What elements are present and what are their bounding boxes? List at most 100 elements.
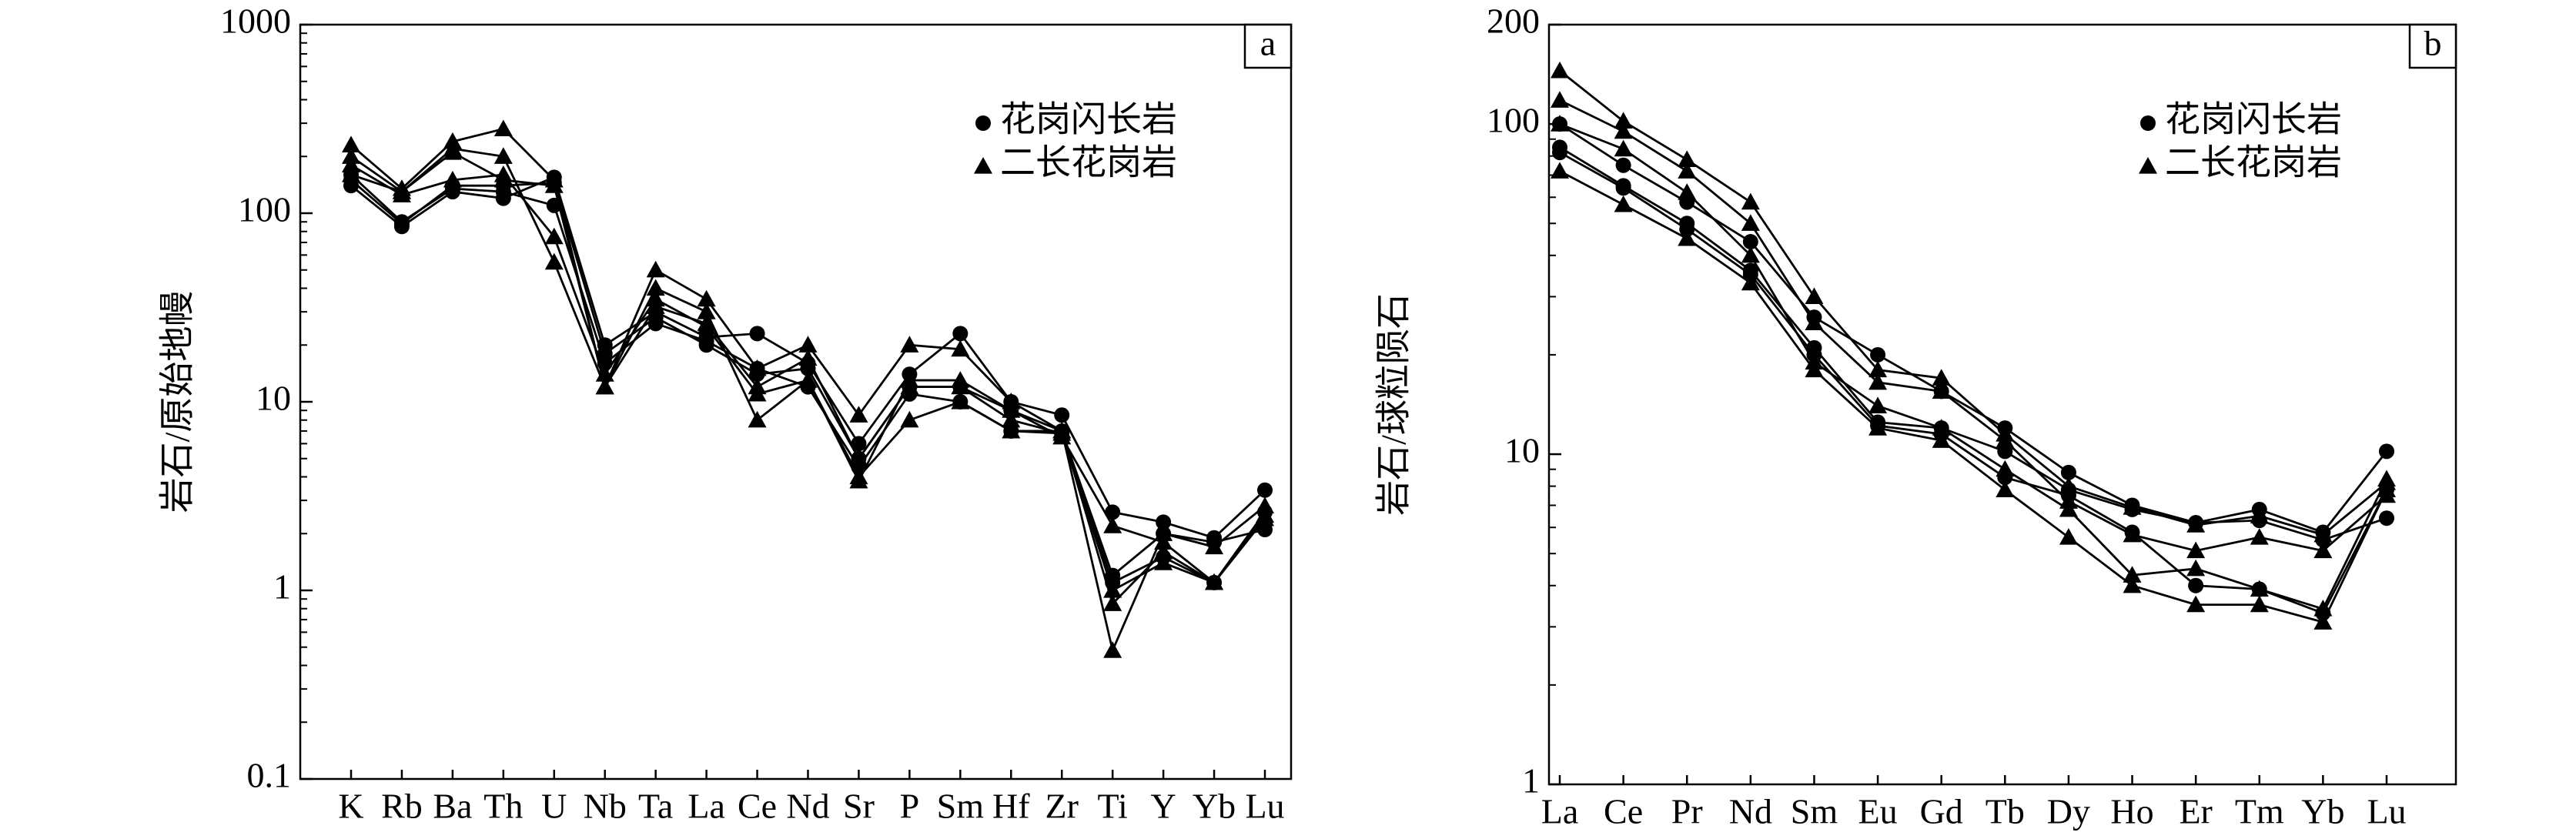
point — [493, 119, 513, 137]
point — [1103, 581, 1122, 598]
point — [798, 349, 818, 366]
point — [2140, 115, 2156, 131]
x-tick-label: Ce — [738, 787, 777, 826]
x-tick-label: Nb — [584, 787, 627, 826]
y-tick-label: 10 — [256, 379, 291, 418]
point — [493, 147, 513, 164]
legend-label: 花岗闪长岩 — [2165, 100, 2342, 139]
y-tick-label: 10 — [1504, 431, 1540, 470]
x-tick-label: Sm — [937, 787, 985, 826]
panel-label: b — [2424, 24, 2442, 63]
point — [2250, 528, 2269, 545]
point — [1932, 431, 1951, 448]
point — [1868, 396, 1888, 413]
panel-label-box — [2408, 23, 2457, 69]
point — [342, 165, 360, 182]
point — [798, 336, 818, 353]
point — [2123, 576, 2142, 593]
legend-label: 二长花岗岩 — [1000, 143, 1177, 182]
point — [493, 170, 513, 188]
point — [1154, 533, 1173, 550]
point — [393, 214, 410, 230]
x-tick-label: Eu — [1858, 792, 1898, 831]
point — [1052, 424, 1072, 441]
point — [1105, 504, 1121, 520]
point — [1614, 195, 1633, 212]
point — [1552, 145, 1567, 161]
point — [1996, 460, 2015, 477]
point — [1678, 229, 1697, 246]
x-tick-label: P — [900, 787, 920, 826]
point — [1257, 482, 1273, 498]
x-tick-label: Gd — [1920, 792, 1963, 831]
point — [951, 339, 970, 357]
point — [1805, 313, 1824, 330]
point — [2186, 595, 2206, 613]
point — [1054, 407, 1070, 423]
x-tick-label: Ho — [2110, 792, 2153, 831]
point — [2123, 525, 2142, 543]
y-tick-label: 100 — [238, 190, 291, 229]
point — [647, 316, 664, 332]
point — [951, 393, 970, 409]
point — [697, 289, 716, 307]
series-line — [1559, 146, 2387, 541]
point — [951, 377, 970, 395]
point — [544, 227, 564, 245]
x-tick-label: Tm — [2235, 792, 2284, 831]
point — [1154, 542, 1173, 560]
point — [1678, 183, 1697, 200]
point — [2186, 541, 2206, 559]
point — [2250, 506, 2269, 523]
point — [1678, 150, 1697, 168]
point — [1741, 192, 1760, 210]
y-tick-label: 0.1 — [247, 756, 292, 795]
point — [2250, 580, 2269, 597]
point — [900, 377, 919, 395]
point — [1103, 641, 1122, 658]
point — [1154, 524, 1173, 541]
point — [2059, 500, 2078, 517]
point — [1002, 410, 1021, 428]
series-line — [1559, 99, 2387, 553]
point — [2379, 510, 2394, 526]
point — [1103, 594, 1122, 611]
x-tick-label: Lu — [1245, 787, 1284, 826]
point — [849, 449, 868, 466]
point — [2379, 443, 2394, 460]
x-tick-label: Ce — [1604, 792, 1643, 831]
point — [975, 115, 991, 131]
point — [2313, 541, 2333, 559]
x-tick-label: Nd — [786, 787, 829, 826]
point — [697, 314, 716, 331]
point — [1551, 61, 1569, 79]
point — [1742, 234, 1758, 250]
point — [2123, 498, 2142, 515]
point — [2377, 470, 2396, 487]
point — [646, 297, 665, 314]
point — [1002, 401, 1021, 418]
x-tick-label: La — [687, 787, 725, 826]
point — [749, 326, 765, 342]
point — [1868, 360, 1888, 378]
point — [2250, 595, 2269, 613]
series-line — [1559, 69, 2387, 536]
point — [392, 182, 411, 199]
point — [748, 410, 767, 428]
point — [697, 303, 716, 319]
point — [798, 371, 818, 388]
point — [1256, 496, 1274, 514]
legend-label: 二长花岗岩 — [2165, 143, 2342, 182]
x-tick-label: Lu — [2367, 792, 2406, 831]
x-tick-label: Dy — [2047, 792, 2090, 831]
point — [1868, 419, 1888, 436]
x-tick-label: Yb — [2301, 792, 2344, 831]
x-tick-label: Hf — [992, 787, 1030, 826]
point — [443, 143, 462, 160]
point — [2313, 613, 2333, 630]
point — [646, 260, 665, 278]
point — [1805, 287, 1824, 305]
x-tick-label: Y — [1150, 787, 1176, 826]
point — [1805, 360, 1824, 378]
point — [1932, 419, 1951, 436]
